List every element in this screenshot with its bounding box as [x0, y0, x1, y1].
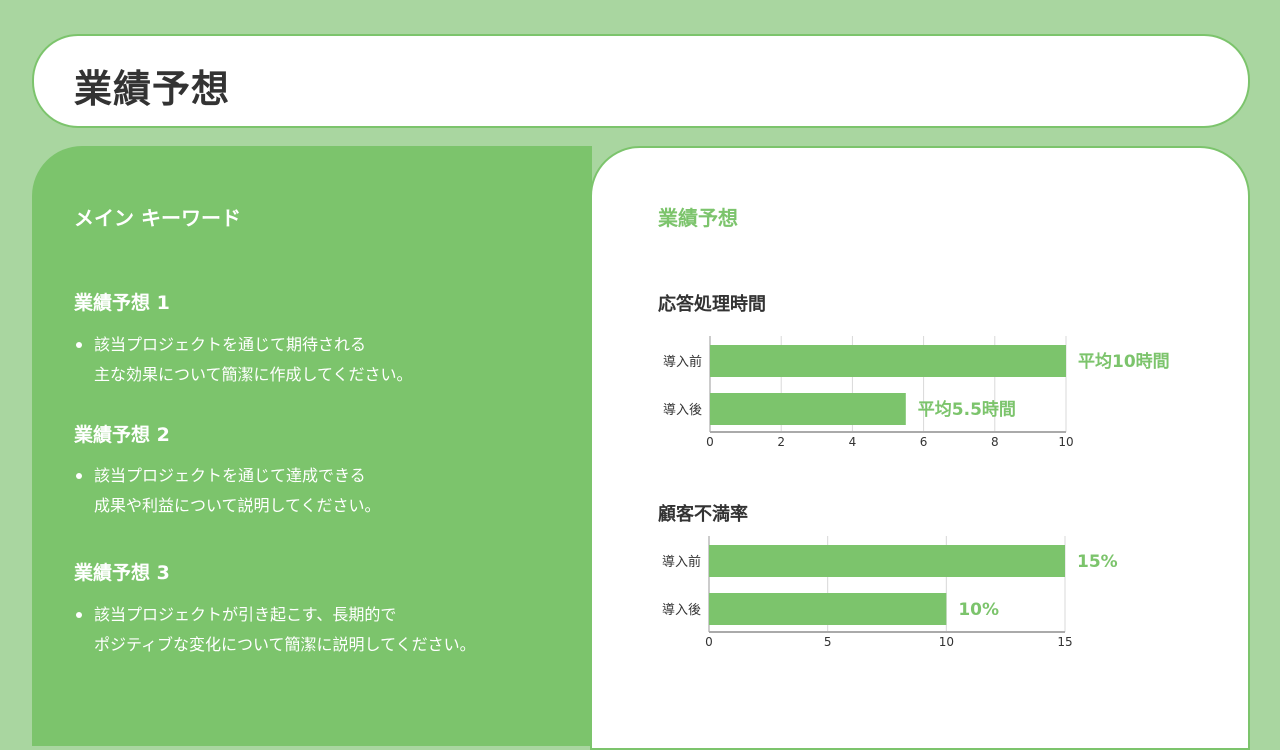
keyword-panel: メイン キーワード 業績予想 1 該当プロジェクトを通じて期待される主な効果につ…	[32, 146, 592, 746]
bullet-line: 該当プロジェクトが引き起こす、長期的で	[94, 605, 397, 624]
data-label: 平均10時間	[1078, 351, 1170, 372]
bullet-line: ポジティブな変化について簡潔に説明してください。	[94, 635, 476, 654]
tick-label: 0	[706, 435, 714, 449]
bullet-line: 主な効果について簡潔に作成してください。	[94, 365, 413, 384]
tick-label: 5	[824, 635, 832, 649]
chart-title: 顧客不満率	[658, 504, 748, 525]
section-bullet: 該当プロジェクトが引き起こす、長期的でポジティブな変化について簡潔に説明してくだ…	[74, 600, 476, 660]
tick-label: 10	[1058, 435, 1073, 449]
category-label: 導入後	[662, 603, 701, 618]
tick-label: 15	[1057, 635, 1072, 649]
bar	[709, 593, 947, 625]
category-label: 導入前	[662, 554, 701, 570]
header: 業績予想	[32, 34, 1250, 128]
data-label: 10%	[958, 600, 999, 620]
tick-label: 6	[920, 435, 928, 449]
bullet-line: 該当プロジェクトを通じて達成できる	[94, 466, 366, 485]
data-label: 平均5.5時間	[918, 399, 1016, 420]
chart-panel-title: 業績予想	[658, 206, 738, 230]
bar	[709, 545, 1065, 577]
tick-label: 10	[939, 635, 954, 649]
tick-label: 8	[991, 435, 999, 449]
section-title: 業績予想 2	[74, 424, 170, 446]
bullet-line: 該当プロジェクトを通じて期待される	[94, 335, 367, 354]
page-title: 業績予想	[74, 67, 231, 111]
tick-label: 4	[849, 435, 857, 449]
bullet-line: 成果や利益について説明してください。	[94, 496, 381, 515]
section-bullet: 該当プロジェクトを通じて期待される主な効果について簡潔に作成してください。	[74, 330, 413, 390]
category-label: 導入前	[663, 354, 702, 370]
keyword-title: メイン キーワード	[74, 206, 241, 230]
chart-panel: 業績予想 応答処理時間 顧客不満率	[590, 146, 1250, 750]
section-title: 業績予想 3	[74, 562, 170, 584]
bar	[710, 345, 1066, 377]
tick-label: 2	[777, 435, 785, 449]
section-bullet: 該当プロジェクトを通じて達成できる 成果や利益について説明してください。	[74, 461, 381, 521]
chart-title: 応答処理時間	[658, 294, 766, 315]
tick-label: 0	[705, 635, 713, 649]
section-title: 業績予想 1	[74, 292, 170, 314]
bar	[710, 393, 906, 425]
data-label: 15%	[1077, 552, 1118, 572]
category-label: 導入後	[663, 403, 702, 418]
